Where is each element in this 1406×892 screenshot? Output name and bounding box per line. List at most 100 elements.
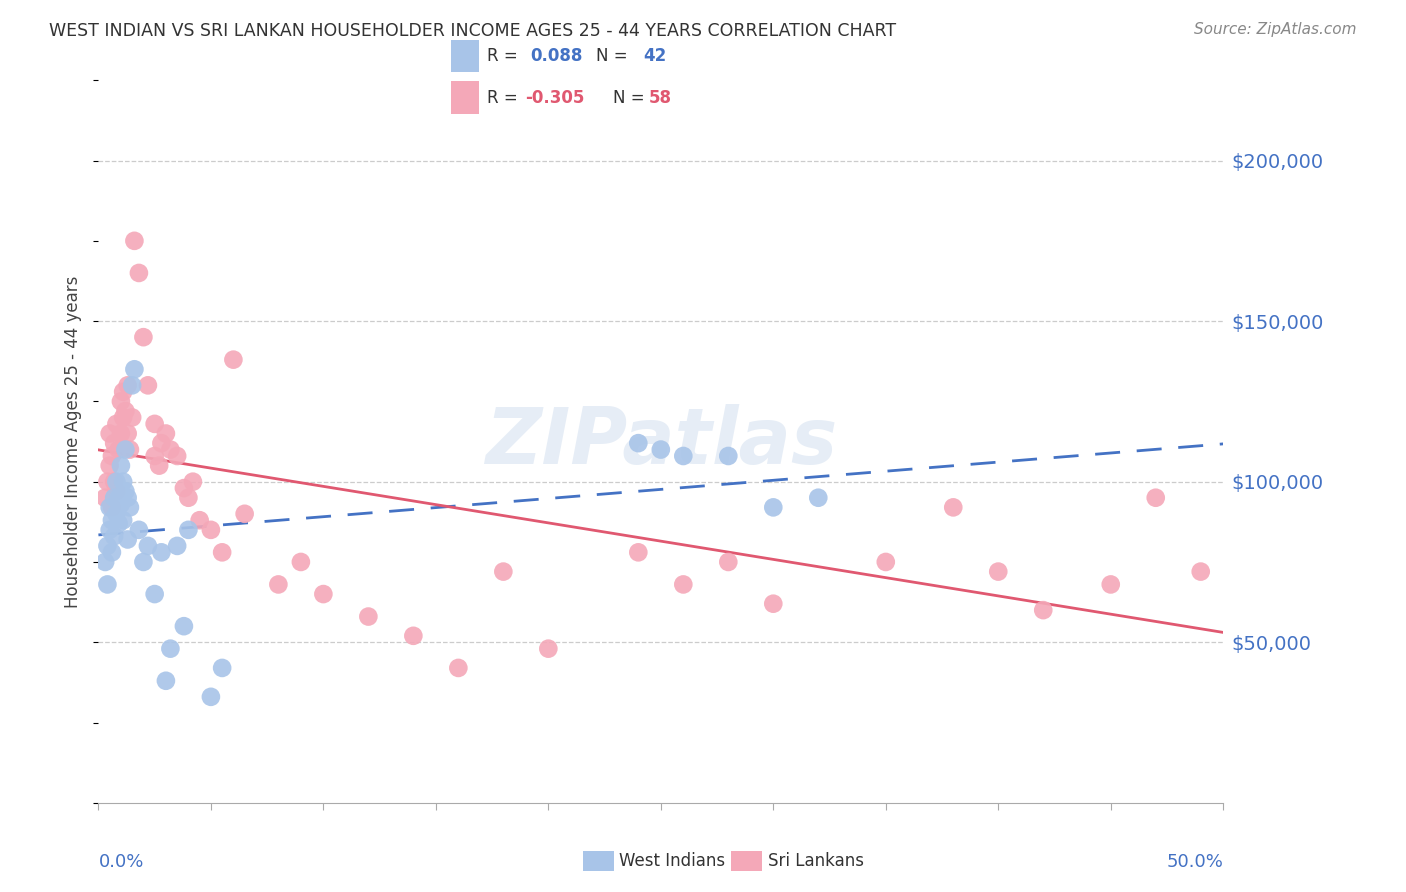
Point [132,330,155,344]
Point [132,555,155,569]
Point [114,484,136,499]
Point [159,442,181,457]
Point [672,449,695,463]
Point [942,500,965,515]
Text: 50.0%: 50.0% [1167,854,1223,871]
Text: Source: ZipAtlas.com: Source: ZipAtlas.com [1194,22,1357,37]
Point [875,555,897,569]
Point [103,491,125,505]
Point [136,539,159,553]
Point [537,641,560,656]
Point [290,555,312,569]
Point [222,352,245,367]
Point [110,394,132,409]
Point [114,404,136,418]
Point [110,426,132,441]
Point [118,500,141,515]
Point [107,491,129,505]
Text: ZIPatlas: ZIPatlas [485,403,837,480]
Point [124,362,146,376]
Point [173,481,195,495]
Text: R =: R = [486,47,529,65]
Text: West Indians: West Indians [619,852,724,870]
Point [94,491,117,505]
Point [98,458,121,473]
Point [117,491,139,505]
Point [492,565,515,579]
Point [103,529,125,543]
Point [105,417,128,431]
Point [1032,603,1054,617]
Point [94,555,117,569]
Point [101,449,124,463]
Point [107,516,129,531]
Point [357,609,380,624]
Point [267,577,290,591]
Point [447,661,470,675]
Point [128,266,150,280]
Point [155,673,177,688]
Point [143,587,166,601]
Point [110,497,132,511]
Point [101,545,124,559]
Point [117,378,139,392]
Bar [451,81,478,113]
Text: Sri Lankans: Sri Lankans [768,852,863,870]
Text: N =: N = [613,88,650,106]
Point [98,523,121,537]
Point [177,523,200,537]
Point [188,513,211,527]
Text: N =: N = [596,47,633,65]
Point [103,436,125,450]
Point [101,513,124,527]
Text: R =: R = [486,88,523,106]
Point [117,533,139,547]
Point [98,426,121,441]
Point [112,384,135,399]
Y-axis label: Householder Income Ages 25 - 44 years: Householder Income Ages 25 - 44 years [65,276,83,607]
Text: WEST INDIAN VS SRI LANKAN HOUSEHOLDER INCOME AGES 25 - 44 YEARS CORRELATION CHAR: WEST INDIAN VS SRI LANKAN HOUSEHOLDER IN… [49,22,897,40]
Point [150,545,173,559]
Point [103,475,125,489]
Point [112,410,135,425]
Point [114,442,136,457]
Point [211,661,233,675]
Point [107,442,129,457]
Point [96,577,118,591]
Point [1144,491,1167,505]
Point [1189,565,1212,579]
Point [233,507,256,521]
Point [150,436,173,450]
Point [987,565,1010,579]
Point [1099,577,1122,591]
Point [136,378,159,392]
Point [627,545,650,559]
Point [98,500,121,515]
Bar [451,40,478,72]
Point [105,475,128,489]
Point [312,587,335,601]
Point [717,555,740,569]
Text: 58: 58 [648,88,672,106]
Point [627,436,650,450]
Point [143,417,166,431]
Point [211,545,233,559]
Point [110,458,132,473]
Point [166,539,188,553]
Point [112,475,135,489]
Point [112,513,135,527]
Point [762,597,785,611]
Point [717,449,740,463]
Point [672,577,695,591]
Point [402,629,425,643]
Point [173,619,195,633]
Text: 0.0%: 0.0% [98,854,143,871]
Point [117,426,139,441]
Point [181,475,204,489]
Point [155,426,177,441]
Point [96,475,118,489]
Point [177,491,200,505]
Point [159,641,181,656]
Point [807,491,830,505]
Point [121,410,143,425]
